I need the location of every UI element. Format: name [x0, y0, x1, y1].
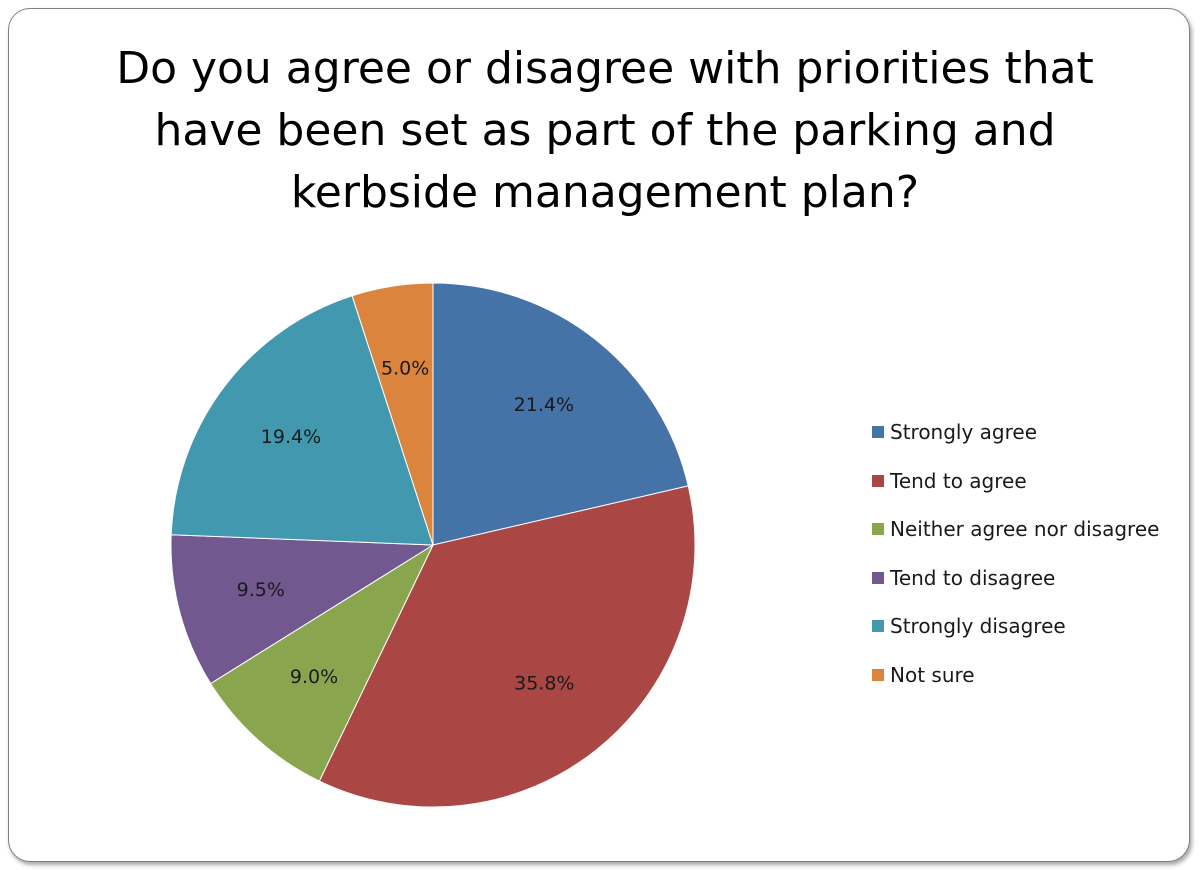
- legend-item-2: Neither agree nor disagree: [872, 505, 1159, 554]
- chart-title-line-1: Do you agree or disagree with priorities…: [116, 43, 1094, 94]
- legend-label-1: Tend to agree: [890, 468, 1027, 493]
- pie-slice-2: [209, 543, 435, 782]
- legend-swatch-3: [872, 571, 884, 584]
- legend-label-0: Strongly agree: [890, 420, 1038, 445]
- legend-label-4: Strongly disagree: [890, 614, 1066, 639]
- data-label-3: 9.5%: [237, 579, 285, 601]
- legend-swatch-5: [872, 668, 884, 681]
- legend-swatch-2: [872, 523, 884, 536]
- legend-label-5: Not sure: [890, 662, 975, 687]
- legend-item-5: Not sure: [872, 651, 1159, 700]
- legend-item-1: Tend to agree: [872, 457, 1159, 506]
- legend-label-3: Tend to disagree: [890, 565, 1056, 590]
- legend-label-2: Neither agree nor disagree: [890, 517, 1160, 542]
- legend-item-0: Strongly agree: [872, 408, 1159, 457]
- chart-title-line-3: kerbside management plan?: [290, 167, 920, 218]
- data-label-1: 35.8%: [514, 673, 574, 695]
- chart-title: Do you agree or disagree with priorities…: [70, 38, 1140, 224]
- legend: Strongly agree Tend to agree Neither agree…: [872, 408, 1159, 699]
- legend-item-3: Tend to disagree: [872, 554, 1159, 603]
- legend-item-4: Strongly disagree: [872, 602, 1159, 651]
- pie-slice-0: [432, 282, 689, 546]
- chart-title-line-2: have been set as part of the parking and: [154, 105, 1056, 156]
- data-label-0: 21.4%: [514, 394, 574, 416]
- data-label-4: 19.4%: [261, 426, 321, 448]
- data-label-2: 9.0%: [290, 666, 338, 688]
- pie-slice-1: [318, 485, 696, 808]
- legend-swatch-0: [872, 426, 884, 439]
- pie-slice-5: [351, 282, 434, 546]
- legend-swatch-4: [872, 620, 884, 633]
- pie-slice-4: [170, 295, 434, 546]
- pie-slice-3: [170, 534, 435, 685]
- legend-swatch-1: [872, 474, 884, 487]
- data-label-5: 5.0%: [381, 358, 429, 380]
